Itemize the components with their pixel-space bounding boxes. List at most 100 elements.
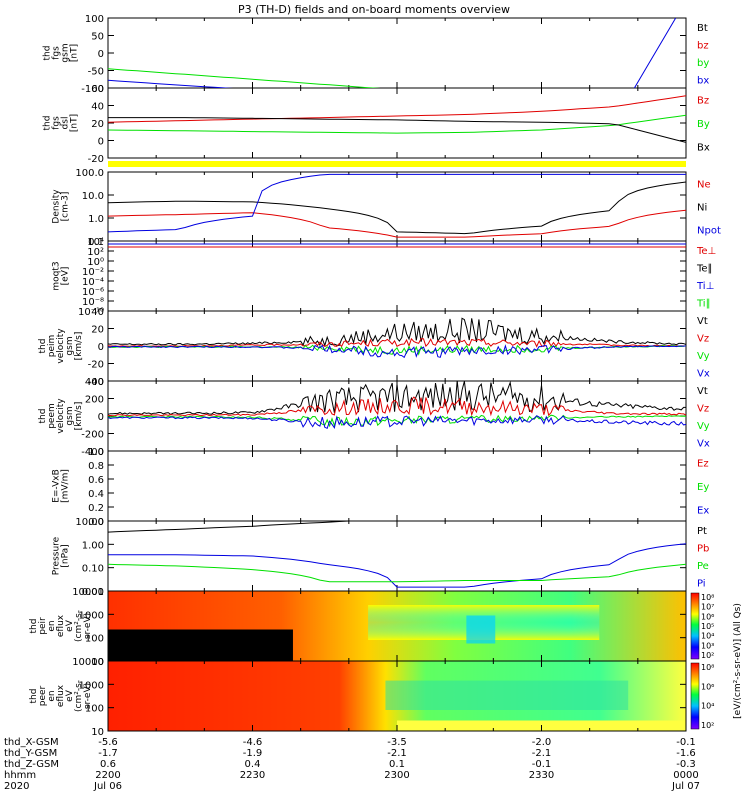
ylabel-line: [nT] — [70, 44, 80, 62]
time-axis-row-label: thd_X-GSM — [4, 737, 59, 748]
legend-item: bz — [697, 40, 709, 51]
time-axis-value: 0.1 — [389, 759, 405, 770]
ylabel-line: gsm — [65, 336, 75, 355]
ylabel-line: [nT] — [70, 114, 80, 132]
colorbar-label: 10⁴ — [701, 702, 714, 711]
panel-frame — [107, 520, 687, 592]
ytick-label: 1.0 — [88, 447, 104, 458]
ytick-label: 0.8 — [88, 461, 104, 472]
series-line-Vz — [108, 337, 686, 348]
legend-item: Vz — [697, 403, 709, 414]
ytick-label: 0.10 — [82, 564, 104, 575]
series-line-Vt — [108, 381, 686, 415]
legend-item: bx — [697, 75, 709, 86]
legend-item: Ti⊥ — [696, 281, 714, 292]
ylabel-line: dsl — [61, 117, 71, 130]
panel-peir-spec: 10000 1000 100 10 thd peir en eflux eV (cm²-s-sr-… — [29, 587, 714, 668]
legend-item: Pb — [697, 543, 709, 554]
colorbar-label: 10⁵ — [701, 622, 714, 631]
ylabel-line: [km/s] — [74, 332, 84, 361]
ylabel-line: E=-VxB — [52, 469, 62, 503]
panel-efield: 1.0 0.8 0.6 0.4 0.2 0.0 E=-VxB [mV/m] Ez Ey Ex — [52, 447, 710, 528]
legend-item: Npot — [697, 226, 721, 237]
time-axis-value: -1.9 — [243, 748, 263, 759]
legend-item: Vz — [697, 333, 709, 344]
series-line-Vz — [108, 396, 686, 417]
ylabel-line: velocity — [56, 398, 66, 434]
ytick-label: 10000 — [72, 587, 104, 598]
ytick-label: 100 — [85, 14, 104, 25]
time-axis-value: -2.1 — [532, 748, 552, 759]
time-axis-value: -5.6 — [98, 737, 118, 748]
ylabel-line: thd — [38, 409, 48, 424]
ytick-label: 0.01 — [82, 587, 104, 598]
plot-title: P3 (TH-D) fields and on-board moments ov… — [238, 3, 510, 16]
time-axis-row-label: thd_Z-GSM — [4, 759, 59, 770]
ytick-label: 0 — [98, 137, 104, 148]
panel-frame — [107, 171, 687, 242]
ylabel-line: [cm-3] — [61, 192, 71, 222]
legend-item: Ex — [697, 505, 709, 516]
time-axis-value: -2.0 — [532, 737, 552, 748]
ylabel-line: peim — [47, 335, 57, 358]
legend-item: Pi — [697, 578, 706, 589]
ylabel-line: peer — [38, 685, 48, 706]
ylabel-line: thd — [43, 116, 53, 131]
ylabel-line: Density — [52, 189, 62, 224]
series-line-Vx — [108, 415, 686, 430]
panel-fgs-dsl: 60 40 20 0 -20 thd fgs dsl [nT] Bz By Bx — [43, 84, 710, 165]
legend-item: Pe — [697, 561, 709, 572]
time-axis-value: 0000 — [673, 770, 698, 781]
colorbar-label: 10² — [701, 651, 714, 660]
panel-frame — [107, 240, 687, 312]
colorbar-title: [eV/(cm²-s-sr-eV)] (All Qs) — [733, 603, 743, 719]
ylabel-line: sr-eV) — [83, 683, 93, 709]
series-line-Bx — [108, 117, 686, 143]
spectrogram-dark-region — [108, 629, 293, 661]
panel-peer-spec: 10000 1000 100 10 thd peer en eflux eV (cm²-s-sr-… — [29, 657, 714, 738]
ylabel-line: [km/s] — [74, 402, 84, 431]
ytick-label: 10⁻⁴ — [82, 277, 104, 288]
ylabel-line: eV — [65, 689, 75, 702]
ytick-label: 20 — [91, 119, 104, 130]
ylabel-group: thd peer en eflux eV (cm²-s-sr-eV) — [29, 680, 93, 712]
time-axis-row-label: thd_Y-GSM — [4, 748, 57, 759]
colorbar-label: 10⁴ — [701, 632, 714, 641]
ytick-label: 0 — [98, 342, 104, 353]
colorbar — [690, 592, 700, 660]
series-group — [108, 95, 686, 143]
time-axis-value: Jul 06 — [93, 781, 122, 792]
ylabel-group: thd peem velocity gsm [km/s] — [38, 398, 84, 434]
ytick-label: 0.2 — [88, 503, 104, 514]
time-axis-value: 2330 — [529, 770, 554, 781]
ytick-label: -40 — [88, 377, 104, 388]
ylabel-group: E=-VxB [mV/m] — [52, 469, 71, 503]
ytick-label: 1000 — [79, 680, 104, 691]
ytick-label: 100 — [85, 704, 104, 715]
ytick-label: 200 — [85, 395, 104, 406]
series-group — [108, 173, 686, 238]
series-line-Ni — [108, 181, 686, 235]
legend-item: Vt — [697, 316, 708, 327]
panel-frame — [107, 450, 687, 522]
time-axis-value: 0.4 — [245, 759, 261, 770]
ylabel-line: moqt3 — [52, 261, 62, 290]
ytick-label: 1000 — [79, 610, 104, 621]
time-axis-value: -0.1 — [532, 759, 552, 770]
ytick-label: 400 — [85, 377, 104, 388]
ytick-label: 10² — [87, 247, 104, 258]
ytick-label: 0.0 — [88, 517, 104, 528]
ylabel-line: thd — [29, 689, 39, 704]
time-axis-value: -4.6 — [243, 737, 263, 748]
ylabel-group: Pressure [nPa] — [52, 536, 71, 575]
legend-item: Bt — [697, 23, 708, 34]
ylabel-group: Density [cm-3] — [52, 189, 71, 224]
ytick-label: 10000 — [72, 657, 104, 668]
series-line-Vt — [108, 317, 686, 347]
time-axis-value: Jul 07 — [671, 781, 700, 792]
ylabel-line: sr-eV) — [83, 613, 93, 639]
ytick-label: 10⁰ — [87, 257, 104, 268]
time-axis-row-label: hhmm — [4, 770, 36, 781]
